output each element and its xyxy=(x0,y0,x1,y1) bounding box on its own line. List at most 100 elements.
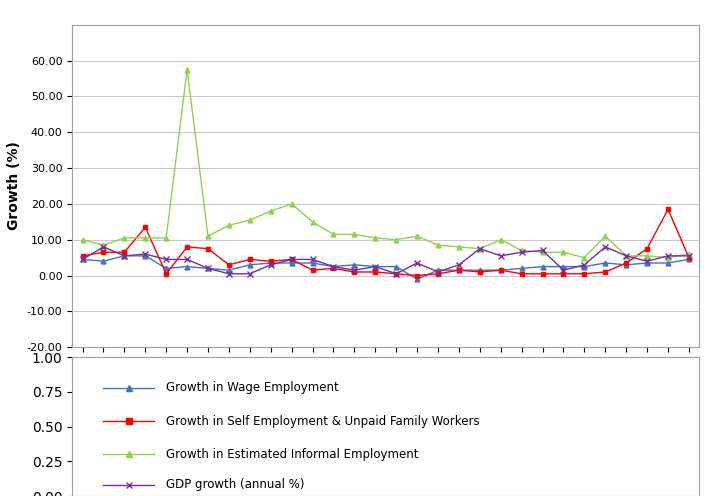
Growth in Estimated Informal Employment xyxy=(496,237,505,243)
Growth in Wage Employment xyxy=(308,260,317,266)
Growth in Wage Employment xyxy=(99,258,107,264)
GDP growth (annual %) xyxy=(538,248,547,253)
Text: Growth in Wage Employment: Growth in Wage Employment xyxy=(166,381,339,394)
Growth in Self Employment & Unpaid Family Workers xyxy=(162,271,170,277)
GDP growth (annual %) xyxy=(329,264,337,270)
Growth in Estimated Informal Employment xyxy=(203,233,212,239)
GDP growth (annual %) xyxy=(162,256,170,262)
GDP growth (annual %) xyxy=(99,244,107,250)
Growth in Self Employment & Unpaid Family Workers xyxy=(182,244,191,250)
Growth in Wage Employment xyxy=(120,253,128,259)
Line: Growth in Wage Employment: Growth in Wage Employment xyxy=(80,253,691,282)
Growth in Estimated Informal Employment xyxy=(141,235,149,241)
Growth in Self Employment & Unpaid Family Workers xyxy=(663,206,672,212)
GDP growth (annual %) xyxy=(517,249,526,255)
Growth in Self Employment & Unpaid Family Workers xyxy=(684,254,693,260)
Growth in Self Employment & Unpaid Family Workers xyxy=(329,265,337,271)
GDP growth (annual %) xyxy=(454,262,463,268)
Growth in Wage Employment xyxy=(663,260,672,266)
Growth in Wage Employment xyxy=(538,264,547,270)
Growth in Wage Employment xyxy=(350,262,358,268)
Line: Growth in Self Employment & Unpaid Family Workers: Growth in Self Employment & Unpaid Famil… xyxy=(80,207,691,278)
Growth in Self Employment & Unpaid Family Workers xyxy=(601,269,609,275)
Growth in Estimated Informal Employment xyxy=(454,244,463,250)
Growth in Wage Employment xyxy=(559,264,567,270)
Growth in Estimated Informal Employment xyxy=(601,233,609,239)
Growth in Estimated Informal Employment xyxy=(329,231,337,238)
GDP growth (annual %) xyxy=(684,253,693,259)
Growth in Estimated Informal Employment xyxy=(99,242,107,248)
Growth in Self Employment & Unpaid Family Workers xyxy=(266,258,275,264)
GDP growth (annual %) xyxy=(245,271,254,277)
Growth in Wage Employment xyxy=(182,264,191,270)
GDP growth (annual %) xyxy=(120,253,128,259)
GDP growth (annual %) xyxy=(350,267,358,273)
Growth in Wage Employment xyxy=(642,260,651,266)
GDP growth (annual %) xyxy=(496,253,505,259)
Growth in Self Employment & Unpaid Family Workers xyxy=(517,271,526,277)
Growth in Self Employment & Unpaid Family Workers xyxy=(580,271,588,277)
Growth in Estimated Informal Employment xyxy=(120,235,128,241)
Growth in Self Employment & Unpaid Family Workers xyxy=(538,271,547,277)
Growth in Estimated Informal Employment xyxy=(475,246,484,251)
Growth in Self Employment & Unpaid Family Workers xyxy=(287,256,296,262)
Growth in Wage Employment xyxy=(392,264,400,270)
Growth in Estimated Informal Employment xyxy=(580,254,588,260)
X-axis label: Year: Year xyxy=(368,387,403,401)
Growth in Self Employment & Unpaid Family Workers xyxy=(559,271,567,277)
Growth in Self Employment & Unpaid Family Workers xyxy=(245,256,254,262)
GDP growth (annual %) xyxy=(78,256,87,262)
GDP growth (annual %) xyxy=(475,246,484,251)
Growth in Self Employment & Unpaid Family Workers xyxy=(433,271,442,277)
GDP growth (annual %) xyxy=(601,244,609,250)
Growth in Self Employment & Unpaid Family Workers xyxy=(642,246,651,251)
Growth in Wage Employment xyxy=(433,267,442,273)
Text: GDP growth (annual %): GDP growth (annual %) xyxy=(166,478,305,492)
GDP growth (annual %) xyxy=(141,251,149,257)
Growth in Wage Employment xyxy=(329,264,337,270)
GDP growth (annual %) xyxy=(266,262,275,268)
Growth in Self Employment & Unpaid Family Workers xyxy=(475,269,484,275)
Growth in Wage Employment xyxy=(496,267,505,273)
GDP growth (annual %) xyxy=(287,256,296,262)
Growth in Self Employment & Unpaid Family Workers xyxy=(412,273,421,279)
GDP growth (annual %) xyxy=(559,267,567,273)
Growth in Self Employment & Unpaid Family Workers xyxy=(78,253,87,259)
Growth in Wage Employment xyxy=(454,267,463,273)
Growth in Wage Employment xyxy=(622,262,630,268)
Growth in Estimated Informal Employment xyxy=(538,249,547,255)
Growth in Self Employment & Unpaid Family Workers xyxy=(371,269,379,275)
Growth in Estimated Informal Employment xyxy=(622,253,630,259)
Growth in Wage Employment xyxy=(162,265,170,271)
Growth in Wage Employment xyxy=(412,276,421,282)
Growth in Estimated Informal Employment xyxy=(162,235,170,241)
Growth in Wage Employment xyxy=(287,260,296,266)
Growth in Estimated Informal Employment xyxy=(245,217,254,223)
GDP growth (annual %) xyxy=(663,253,672,259)
GDP growth (annual %) xyxy=(412,260,421,266)
Growth in Wage Employment xyxy=(517,265,526,271)
GDP growth (annual %) xyxy=(392,271,400,277)
Growth in Estimated Informal Employment xyxy=(642,253,651,259)
Growth in Wage Employment xyxy=(203,265,212,271)
Text: Growth in Estimated Informal Employment: Growth in Estimated Informal Employment xyxy=(166,448,419,461)
Growth in Wage Employment xyxy=(371,264,379,270)
Growth in Estimated Informal Employment xyxy=(308,219,317,225)
Growth in Estimated Informal Employment xyxy=(684,251,693,257)
GDP growth (annual %) xyxy=(371,264,379,270)
Growth in Wage Employment xyxy=(601,260,609,266)
Growth in Estimated Informal Employment xyxy=(78,237,87,243)
Growth in Wage Employment xyxy=(475,267,484,273)
Growth in Estimated Informal Employment xyxy=(433,242,442,248)
Growth in Estimated Informal Employment xyxy=(392,237,400,243)
GDP growth (annual %) xyxy=(580,262,588,268)
Growth in Estimated Informal Employment xyxy=(663,254,672,260)
GDP growth (annual %) xyxy=(224,271,233,277)
Growth in Wage Employment xyxy=(224,267,233,273)
Growth in Wage Employment xyxy=(141,253,149,259)
Text: Growth in Self Employment & Unpaid Family Workers: Growth in Self Employment & Unpaid Famil… xyxy=(166,415,479,428)
Growth in Self Employment & Unpaid Family Workers xyxy=(392,271,400,277)
Growth in Estimated Informal Employment xyxy=(266,208,275,214)
Growth in Self Employment & Unpaid Family Workers xyxy=(141,224,149,230)
Growth in Self Employment & Unpaid Family Workers xyxy=(350,269,358,275)
